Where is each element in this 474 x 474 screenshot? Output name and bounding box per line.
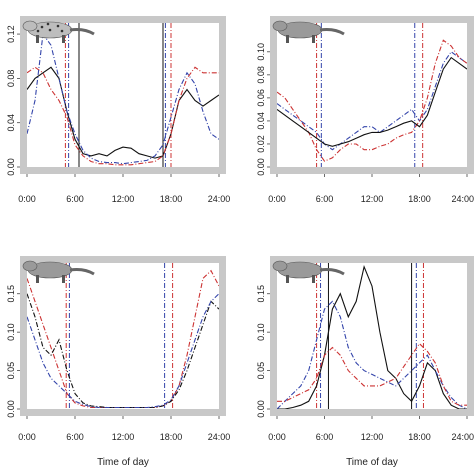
series-line-3	[277, 342, 467, 406]
y-tick-label: 0.04	[6, 114, 16, 132]
y-tick-label: 0.08	[6, 70, 16, 88]
panel-1: 0.00 0.04 0.08 0.12 0:00 6:00 12:00 18:00 24:00	[6, 16, 230, 204]
x-tick-label: 0:00	[268, 194, 286, 204]
civet-icon	[22, 260, 95, 283]
series-line-2	[27, 293, 219, 409]
x-tick-label: 0:00	[18, 194, 36, 204]
series-line-1	[277, 51, 467, 151]
marten-icon	[272, 260, 345, 283]
x-axis-title: Time of day	[97, 457, 149, 468]
x-tick-label: 18:00	[160, 432, 183, 442]
y-tick-label: 0.04	[256, 112, 266, 130]
plot-area	[27, 23, 219, 167]
x-tick-label: 6:00	[66, 194, 84, 204]
badger-icon	[272, 20, 345, 43]
y-tick-label: 0.15	[256, 285, 266, 303]
x-tick-label: 24:00	[451, 432, 474, 442]
series-line-2	[277, 300, 467, 409]
series-line-3	[27, 32, 219, 165]
spotted-cat-icon	[22, 20, 95, 43]
x-tick-label: 24:00	[208, 194, 231, 204]
x-tick-label: 18:00	[160, 194, 183, 204]
series-line-1	[277, 264, 467, 409]
x-tick-label: 0:00	[268, 432, 286, 442]
series-line-2	[27, 66, 219, 166]
x-tick-label: 6:00	[66, 432, 84, 442]
x-tick-label: 18:00	[408, 432, 431, 442]
y-tick-label: 0.06	[256, 89, 266, 107]
x-tick-label: 6:00	[316, 194, 334, 204]
y-tick-label: 0.00	[256, 158, 266, 176]
series-line-3	[277, 56, 467, 147]
x-tick-label: 12:00	[361, 194, 384, 204]
x-tick-label: 12:00	[112, 432, 135, 442]
x-axis-title: Time of day	[346, 457, 398, 468]
x-tick-label: 24:00	[208, 432, 231, 442]
y-tick-label: 0.08	[256, 66, 266, 84]
y-tick-label: 0.10	[256, 43, 266, 61]
x-tick-label: 18:00	[408, 194, 431, 204]
panel-4: 0.00 0.05 0.10 0.15 0:00 6:00 12:00 18:00 24:00 T…	[256, 256, 474, 468]
y-tick-label: 0.05	[256, 362, 266, 380]
x-tick-label: 6:00	[316, 432, 334, 442]
y-tick-label: 0.12	[6, 25, 16, 43]
y-tick-label: 0.00	[6, 158, 16, 176]
x-tick-label: 12:00	[112, 194, 135, 204]
y-tick-label: 0.00	[6, 400, 16, 418]
panel-2: 0.00 0.02 0.04 0.06 0.08 0.10 0:00 6:00 12:00 18:…	[256, 16, 474, 204]
x-tick-label: 24:00	[451, 194, 474, 204]
y-tick-label: 0.02	[256, 135, 266, 153]
y-tick-label: 0.15	[6, 285, 16, 303]
series-line-3	[27, 293, 219, 409]
panel-3: 0.00 0.05 0.10 0.15 0:00 6:00 12:00 18:00 24:00 T…	[6, 256, 230, 468]
y-tick-label: 0.05	[6, 362, 16, 380]
plot-area	[27, 263, 219, 409]
y-tick-label: 0.10	[6, 323, 16, 341]
x-tick-label: 0:00	[18, 432, 36, 442]
y-tick-label: 0.00	[256, 400, 266, 418]
y-tick-label: 0.10	[256, 323, 266, 341]
x-tick-label: 12:00	[361, 432, 384, 442]
series-line-1	[27, 66, 219, 159]
plot-area	[277, 23, 467, 167]
